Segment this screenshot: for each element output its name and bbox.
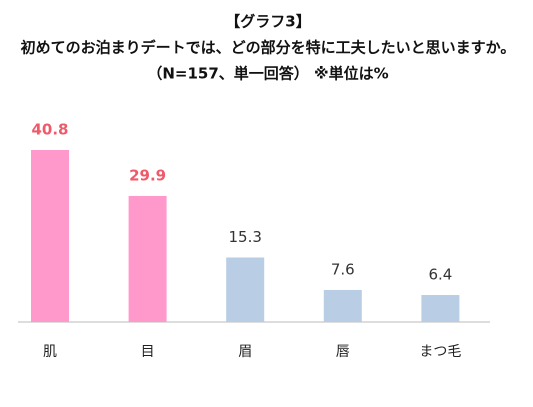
data-label: 40.8 <box>31 121 68 139</box>
bar <box>128 195 167 322</box>
data-label: 6.4 <box>428 266 452 284</box>
bar <box>226 257 265 322</box>
data-label: 7.6 <box>331 260 355 278</box>
chart-subtitle: （N=157、単一回答） ※単位は% <box>147 65 388 83</box>
bar <box>323 289 362 322</box>
chart-title: 【グラフ3】 <box>225 13 310 31</box>
chart-title: 初めてのお泊まりデートでは、どの部分を特に工夫したいと思いますか。 <box>21 39 516 57</box>
x-tick-label: 目 <box>141 344 155 360</box>
bar <box>31 150 69 322</box>
x-tick-label: 肌 <box>43 344 57 360</box>
x-tick-label: 眉 <box>238 344 252 360</box>
x-tick-label: まつ毛 <box>419 344 461 360</box>
data-label: 15.3 <box>228 228 261 246</box>
bar <box>421 295 460 322</box>
data-label: 29.9 <box>129 166 166 184</box>
x-tick-label: 唇 <box>336 344 350 360</box>
